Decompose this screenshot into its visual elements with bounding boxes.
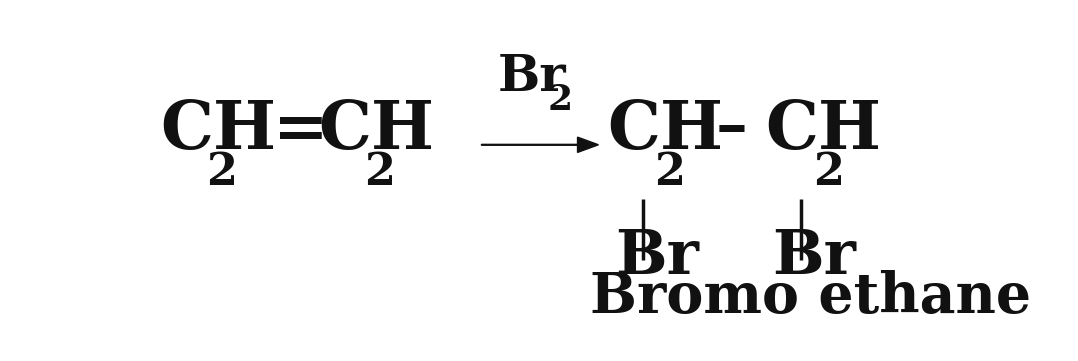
Text: Br: Br xyxy=(772,227,856,287)
Text: 2: 2 xyxy=(654,151,686,194)
FancyArrow shape xyxy=(482,137,598,152)
Text: CH: CH xyxy=(319,98,434,163)
Text: 2: 2 xyxy=(813,151,844,194)
Text: CH: CH xyxy=(160,98,276,163)
Text: Br: Br xyxy=(498,53,567,101)
Text: =: = xyxy=(273,98,329,163)
Text: Bromo ethane: Bromo ethane xyxy=(590,270,1032,325)
Text: Br: Br xyxy=(616,227,699,287)
Text: –: – xyxy=(716,97,747,158)
Text: 2: 2 xyxy=(364,151,396,194)
Text: 2: 2 xyxy=(206,151,237,194)
Text: 2: 2 xyxy=(548,83,572,117)
Text: CH: CH xyxy=(765,98,882,163)
Text: CH: CH xyxy=(607,98,722,163)
